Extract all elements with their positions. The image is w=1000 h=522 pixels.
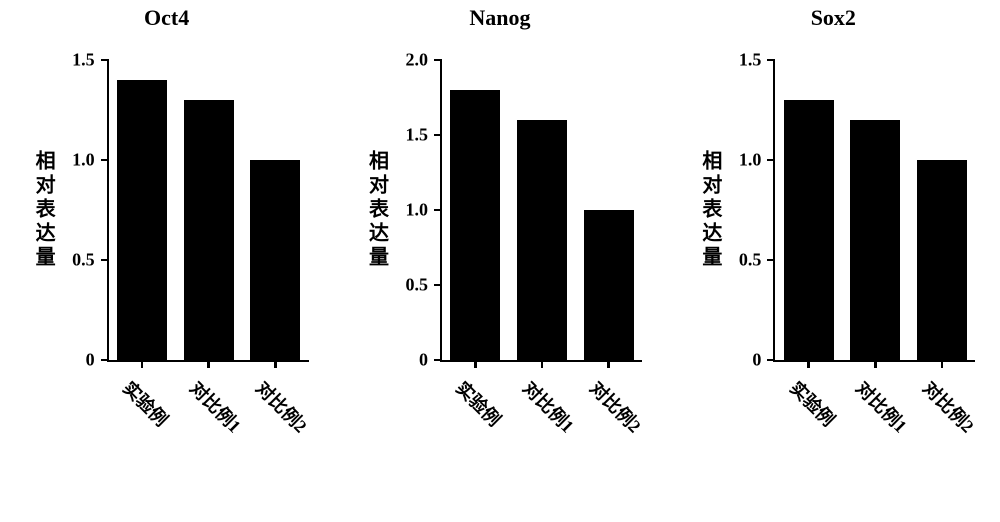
y-tick-label: 2.0	[368, 50, 428, 71]
x-tick	[941, 360, 944, 368]
y-tick	[767, 159, 775, 162]
x-tick	[874, 360, 877, 368]
y-tick	[434, 284, 442, 287]
panel-sox2: Sox2 相对表达量 00.51.01.5 实验例对比例1对比例2	[683, 0, 983, 500]
x-tick-label: 对比例2	[584, 375, 647, 438]
x-tick	[474, 360, 477, 368]
y-axis-label: 相对表达量	[698, 60, 722, 360]
y-tick	[767, 359, 775, 362]
y-tick	[767, 59, 775, 62]
y-axis-label: 相对表达量	[32, 60, 56, 360]
bar	[184, 100, 234, 360]
y-tick-label: 1.5	[701, 50, 761, 71]
x-tick-label: 实验例	[451, 375, 508, 432]
panel-oct4: Oct4 相对表达量 00.51.01.5 实验例对比例1对比例2	[17, 0, 317, 500]
x-tick-label: 对比例1	[184, 375, 247, 438]
y-tick	[434, 134, 442, 137]
y-tick	[101, 259, 109, 262]
y-tick	[101, 359, 109, 362]
x-tick-label: 对比例1	[851, 375, 914, 438]
figure: Oct4 相对表达量 00.51.01.5 实验例对比例1对比例2 Nanog …	[0, 0, 1000, 522]
y-tick-label: 0	[701, 350, 761, 371]
bar	[784, 100, 834, 360]
y-tick-label: 0.5	[701, 250, 761, 271]
bar	[250, 160, 300, 360]
y-tick-label: 0	[35, 350, 95, 371]
bars-group	[775, 60, 975, 360]
y-tick-label: 1.5	[35, 50, 95, 71]
y-tick	[434, 59, 442, 62]
bar	[117, 80, 167, 360]
plot-area: 00.51.01.5	[107, 60, 309, 362]
y-tick-label: 0.5	[368, 275, 428, 296]
bars-group	[442, 60, 642, 360]
x-tick	[541, 360, 544, 368]
x-tick	[807, 360, 810, 368]
y-tick-label: 1.0	[368, 200, 428, 221]
panel-title: Nanog	[350, 5, 650, 31]
plot-area: 00.51.01.5	[773, 60, 975, 362]
bars-group	[109, 60, 309, 360]
x-tick-label: 对比例2	[918, 375, 981, 438]
x-tick-label: 实验例	[118, 375, 175, 432]
x-tick	[607, 360, 610, 368]
x-tick	[207, 360, 210, 368]
y-tick	[767, 259, 775, 262]
y-tick	[101, 59, 109, 62]
x-tick-label: 对比例1	[518, 375, 581, 438]
y-tick-label: 1.0	[701, 150, 761, 171]
y-tick-label: 1.5	[368, 125, 428, 146]
bar	[850, 120, 900, 360]
y-tick	[101, 159, 109, 162]
bar	[450, 90, 500, 360]
y-tick	[434, 209, 442, 212]
x-tick-label: 实验例	[784, 375, 841, 432]
x-tick-label: 对比例2	[251, 375, 314, 438]
y-tick-label: 0.5	[35, 250, 95, 271]
x-tick	[141, 360, 144, 368]
y-tick-label: 1.0	[35, 150, 95, 171]
panel-nanog: Nanog 相对表达量 00.51.01.52.0 实验例对比例1对比例2	[350, 0, 650, 500]
panel-title: Oct4	[17, 5, 317, 31]
x-tick	[274, 360, 277, 368]
panel-title: Sox2	[683, 5, 983, 31]
plot-area: 00.51.01.52.0	[440, 60, 642, 362]
y-tick-label: 0	[368, 350, 428, 371]
bar	[584, 210, 634, 360]
bar	[517, 120, 567, 360]
y-tick	[434, 359, 442, 362]
bar	[917, 160, 967, 360]
